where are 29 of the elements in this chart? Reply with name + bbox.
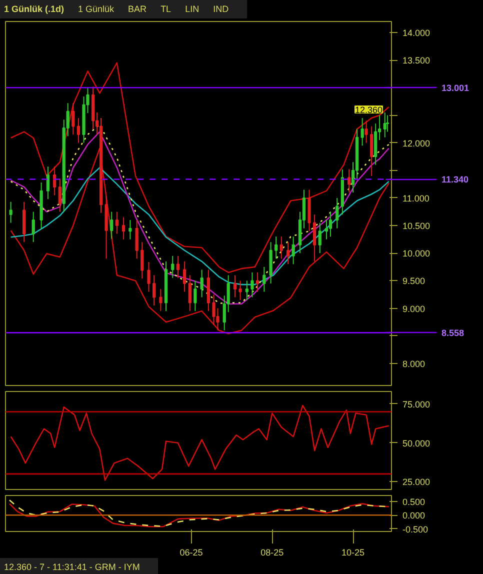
y-tick-label: 10.500 (402, 221, 430, 232)
y-tick-label: 9.000 (402, 304, 426, 314)
ref-line-label: 13.001 (442, 83, 470, 94)
text: 1 Günlük (78, 4, 114, 14)
y-tick-label: 25.000 (402, 477, 430, 488)
y-tick-label: 50.000 (402, 438, 430, 448)
y-tick-label: 0.000 (402, 510, 426, 521)
annotation: 12.360 (354, 104, 383, 115)
ref-line-label: 11.340 (442, 174, 469, 185)
y-tick-label: -0.500 (402, 524, 428, 534)
text: 12.360 - 7 - 11:31:41 - GRM - IYM (4, 562, 140, 572)
chart-title: 1 Günlük (.1d) (4, 4, 64, 14)
ref-line-label: 8.558 (442, 328, 464, 338)
text: IND (213, 4, 229, 14)
text: TL (160, 4, 172, 14)
x-tick-label: 10-25 (342, 548, 365, 558)
y-tick-label: 0.500 (402, 497, 426, 507)
y-tick-label: 8.000 (402, 358, 426, 369)
y-tick-label: 10.000 (402, 248, 430, 259)
y-tick-label: 12.000 (402, 138, 430, 148)
y-tick-label: 13.500 (402, 56, 430, 66)
y-tick-label: 11.000 (402, 193, 430, 204)
y-tick-label: 14.000 (402, 28, 430, 38)
text: BAR (128, 4, 147, 14)
y-tick-label: 75.000 (402, 399, 430, 410)
y-tick-label: 9.500 (402, 276, 426, 286)
text: LIN (185, 4, 200, 14)
x-tick-label: 06-25 (180, 548, 203, 558)
x-tick-label: 08-25 (260, 548, 284, 558)
